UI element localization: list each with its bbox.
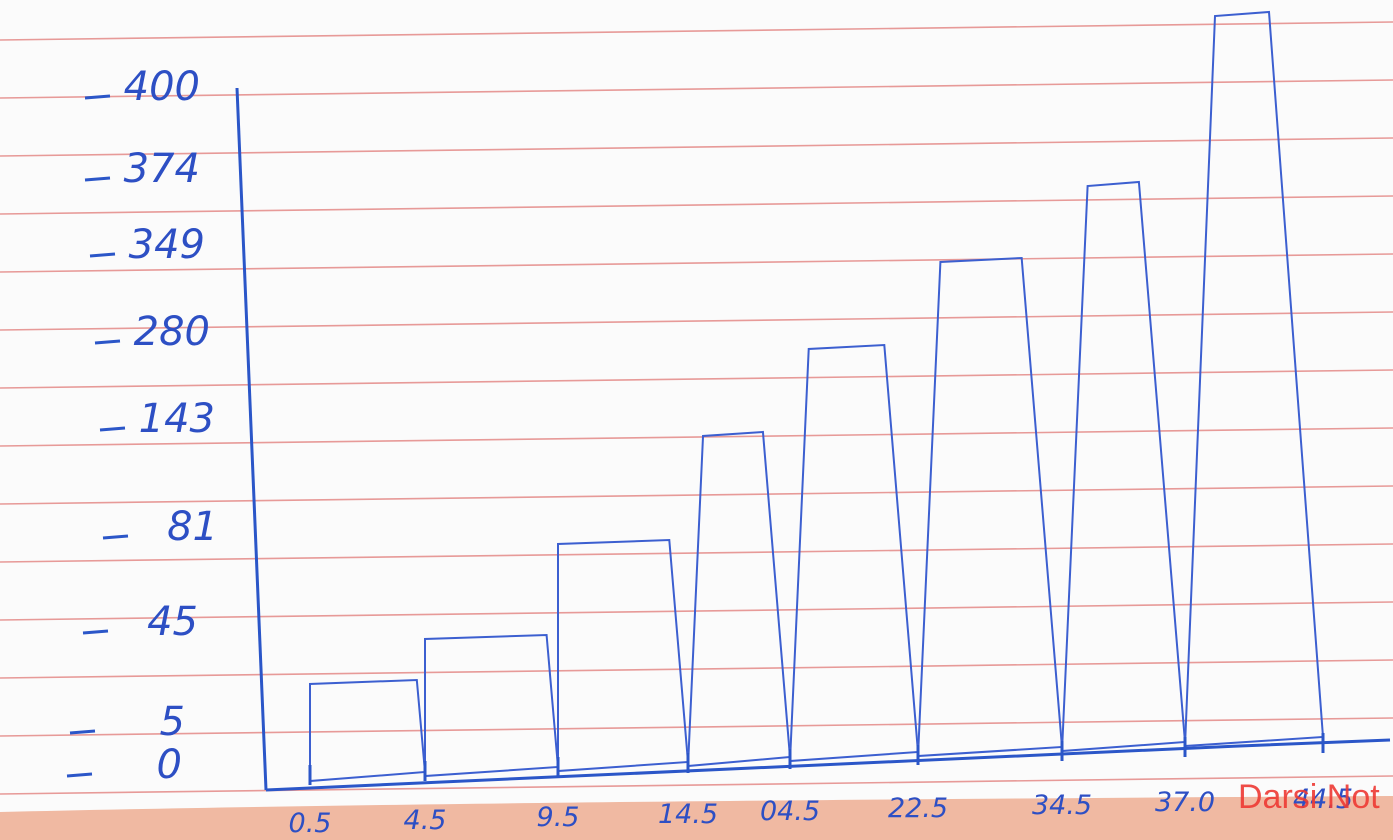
ruled-line bbox=[0, 427, 1393, 447]
ruled-line bbox=[0, 21, 1393, 41]
ruled-line bbox=[0, 369, 1393, 389]
ruled-paper-lines bbox=[0, 21, 1393, 840]
bar bbox=[1060, 180, 1187, 753]
y-axis bbox=[235, 87, 268, 791]
ruled-line bbox=[0, 775, 1393, 795]
watermark: Darsi Not bbox=[1238, 778, 1380, 816]
bar bbox=[557, 538, 690, 773]
ruled-line bbox=[0, 137, 1393, 157]
y-tick-label: 280 bbox=[134, 309, 210, 355]
bar bbox=[788, 343, 920, 763]
x-axis bbox=[265, 738, 1391, 792]
bar bbox=[1183, 10, 1325, 748]
paper-edge bbox=[0, 796, 1393, 840]
x-tick-label: 34.5 bbox=[1032, 790, 1092, 821]
y-tick-label: 81 bbox=[167, 504, 218, 550]
ruled-line bbox=[0, 717, 1393, 737]
bar bbox=[686, 430, 792, 768]
y-tick-mark bbox=[89, 252, 116, 258]
ruled-line bbox=[0, 659, 1393, 679]
y-tick-mark bbox=[94, 339, 121, 345]
y-tick-label: 374 bbox=[124, 146, 200, 192]
bar bbox=[309, 678, 427, 783]
y-tick-label: 0 bbox=[157, 742, 182, 788]
x-tick-label: 14.5 bbox=[658, 799, 718, 830]
x-tick-label: 22.5 bbox=[888, 793, 948, 824]
ruled-line bbox=[0, 485, 1393, 505]
chart-bars bbox=[309, 10, 1325, 783]
x-tick-label: 4.5 bbox=[404, 805, 447, 836]
y-tick-mark bbox=[69, 729, 96, 735]
ruled-line bbox=[0, 253, 1393, 273]
x-tick-label: 37.0 bbox=[1155, 787, 1215, 818]
x-axis-ticks: 0.5 4.5 9.5 14.5 04.5 22.5 34.5 37.0 44.5 bbox=[289, 733, 1353, 839]
y-tick-mark bbox=[84, 94, 111, 100]
y-tick-mark bbox=[99, 426, 126, 432]
y-tick-label: 5 bbox=[160, 699, 185, 745]
y-tick-label: 143 bbox=[139, 396, 215, 442]
x-tick-label: 44.5 bbox=[1293, 784, 1353, 815]
bar bbox=[916, 256, 1064, 758]
ruled-line bbox=[0, 195, 1393, 215]
y-tick-mark bbox=[84, 176, 111, 182]
ruled-line bbox=[0, 543, 1393, 563]
y-axis-ticks: 05 45 81 143 280 349 374 400 bbox=[66, 64, 218, 788]
x-tick-label: 9.5 bbox=[537, 802, 580, 833]
chart-axes bbox=[235, 87, 1391, 792]
x-tick-label: 0.5 bbox=[289, 808, 332, 839]
y-tick-label: 400 bbox=[124, 64, 200, 110]
y-tick-mark bbox=[102, 534, 129, 540]
ruled-line bbox=[0, 311, 1393, 331]
bar bbox=[424, 633, 560, 778]
y-tick-label: 45 bbox=[147, 599, 198, 645]
ruled-line bbox=[0, 601, 1393, 621]
ruled-line bbox=[0, 79, 1393, 99]
y-tick-mark bbox=[66, 772, 93, 778]
y-tick-mark bbox=[82, 629, 109, 635]
y-tick-label: 349 bbox=[129, 222, 205, 268]
x-tick-label: 04.5 bbox=[760, 796, 820, 827]
